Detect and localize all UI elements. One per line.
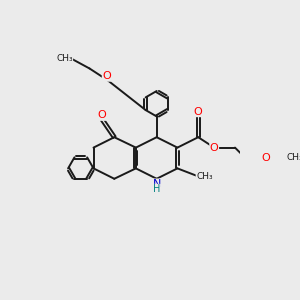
Text: N: N	[152, 179, 161, 189]
Text: O: O	[262, 153, 271, 163]
Text: O: O	[98, 110, 106, 120]
Text: CH₃: CH₃	[196, 172, 213, 181]
Text: O: O	[102, 71, 111, 81]
Text: O: O	[210, 142, 219, 153]
Text: CH₃: CH₃	[286, 154, 300, 163]
Text: O: O	[194, 106, 203, 117]
Text: CH₃: CH₃	[56, 54, 73, 63]
Text: H: H	[153, 184, 160, 194]
